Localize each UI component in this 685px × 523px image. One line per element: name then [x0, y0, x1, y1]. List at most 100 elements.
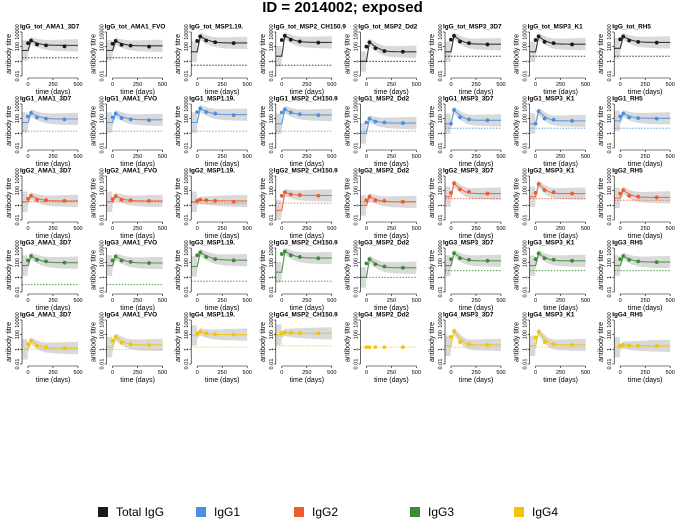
data-point	[458, 340, 462, 344]
data-point	[35, 115, 39, 120]
data-point	[467, 342, 471, 347]
data-point	[110, 197, 115, 202]
data-point	[452, 251, 456, 256]
data-point	[26, 114, 30, 119]
x-tick-label: 500	[327, 82, 336, 88]
data-point	[35, 343, 39, 348]
x-tick-label: 0	[111, 154, 114, 160]
data-point	[44, 116, 48, 121]
x-axis-label: time (days)	[36, 161, 71, 168]
data-point	[533, 257, 538, 262]
data-point	[195, 39, 200, 43]
data-point	[113, 39, 118, 43]
y-tick-label: 0.01	[100, 71, 106, 82]
y-axis-label: antibody titre	[514, 106, 521, 146]
x-tick-label: 0	[534, 226, 537, 232]
data-point	[401, 199, 405, 204]
y-tick-label: 100	[269, 42, 275, 51]
y-axis-label: antibody titre	[429, 178, 436, 218]
x-tick-label: 250	[218, 154, 227, 160]
y-tick-label: 0.01	[184, 71, 190, 82]
data-point	[282, 190, 287, 195]
panel-title: IgG2_AMA1_FVO	[105, 168, 158, 175]
data-point	[654, 195, 659, 200]
x-tick-label: 500	[327, 298, 336, 304]
x-tick-label: 250	[48, 154, 57, 160]
data-point	[35, 197, 39, 202]
y-tick-label: 100	[184, 258, 190, 267]
y-tick-label: 100	[353, 42, 359, 51]
data-point	[282, 107, 287, 112]
y-tick-label: 10000	[15, 168, 21, 184]
x-axis-label: time (days)	[459, 305, 494, 312]
data-point	[297, 112, 302, 117]
y-tick-label: 10000	[15, 96, 21, 112]
y-tick-label: 0.01	[184, 359, 190, 370]
x-axis-label: time (days)	[120, 377, 155, 384]
data-point	[452, 329, 456, 334]
y-axis-label: antibody titre	[6, 106, 13, 146]
y-axis-label: antibody titre	[514, 250, 521, 290]
data-point	[485, 343, 490, 347]
y-tick-label: 10000	[269, 312, 275, 328]
y-axis-label: antibody titre	[344, 322, 351, 362]
panel-title: IgG_tot_MSP3_K1	[528, 24, 583, 31]
y-tick-label: 1	[523, 204, 529, 207]
data-point	[198, 106, 203, 111]
data-point	[213, 199, 218, 203]
x-tick-label: 500	[496, 154, 505, 160]
y-tick-label: 10000	[269, 168, 275, 184]
x-tick-label: 0	[280, 154, 283, 160]
data-point	[288, 253, 293, 258]
y-tick-label: 100	[353, 330, 359, 339]
y-tick-label: 0.01	[184, 143, 190, 154]
y-tick-label: 1	[15, 204, 21, 207]
y-axis-label: antibody titre	[6, 178, 13, 218]
data-point	[231, 332, 236, 337]
y-tick-label: 0.01	[353, 71, 359, 82]
x-tick-label: 0	[619, 226, 622, 232]
data-point	[458, 39, 462, 44]
data-point	[282, 33, 287, 38]
data-point	[26, 41, 30, 46]
y-tick-label: 1	[607, 204, 613, 207]
y-tick-label: 1	[269, 276, 275, 279]
x-tick-label: 500	[158, 154, 167, 160]
y-tick-label: 10000	[353, 96, 359, 112]
x-tick-label: 500	[243, 298, 252, 304]
y-tick-label: 0.01	[523, 143, 529, 154]
y-axis-label: antibody titre	[429, 322, 436, 362]
data-point	[128, 259, 133, 264]
data-point	[536, 329, 541, 334]
data-point	[570, 118, 574, 123]
y-axis-label: antibody titre	[598, 106, 605, 146]
legend-item: IgG4	[514, 505, 558, 519]
y-axis-label: antibody titre	[344, 178, 351, 218]
data-point	[467, 189, 471, 194]
data-point	[198, 250, 203, 255]
y-tick-label: 100	[15, 258, 21, 267]
y-tick-label: 10000	[607, 240, 613, 256]
legend-swatch	[98, 507, 108, 517]
x-tick-label: 250	[471, 370, 480, 376]
y-tick-label: 0.01	[15, 287, 21, 298]
x-tick-label: 250	[302, 154, 311, 160]
data-point	[627, 193, 632, 198]
y-axis-label: antibody titre	[514, 322, 521, 362]
x-tick-label: 0	[280, 226, 283, 232]
panel: IgG_tot_MSP2_CH150.9 0.01 1 100 10000antibod…	[260, 24, 347, 97]
y-tick-label: 10000	[269, 96, 275, 112]
x-tick-label: 500	[73, 298, 82, 304]
x-tick-label: 250	[556, 82, 565, 88]
x-axis-label: time (days)	[205, 377, 240, 384]
x-axis-label: time (days)	[628, 161, 663, 168]
legend-label: IgG2	[312, 505, 338, 519]
data-point	[62, 199, 67, 203]
x-tick-label: 250	[641, 226, 650, 232]
